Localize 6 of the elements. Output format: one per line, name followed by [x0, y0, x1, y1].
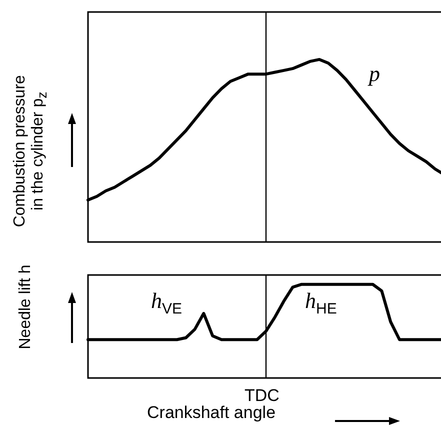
series-label: p [369, 61, 380, 86]
annotation: h$_{HE}$ [305, 288, 337, 320]
y-axis-title: Needle lift h [17, 264, 35, 352]
x-axis-title: Crankshaft angle [147, 403, 276, 423]
text: TDC [244, 386, 280, 406]
annotation: h$_{VE}$ [151, 288, 182, 320]
